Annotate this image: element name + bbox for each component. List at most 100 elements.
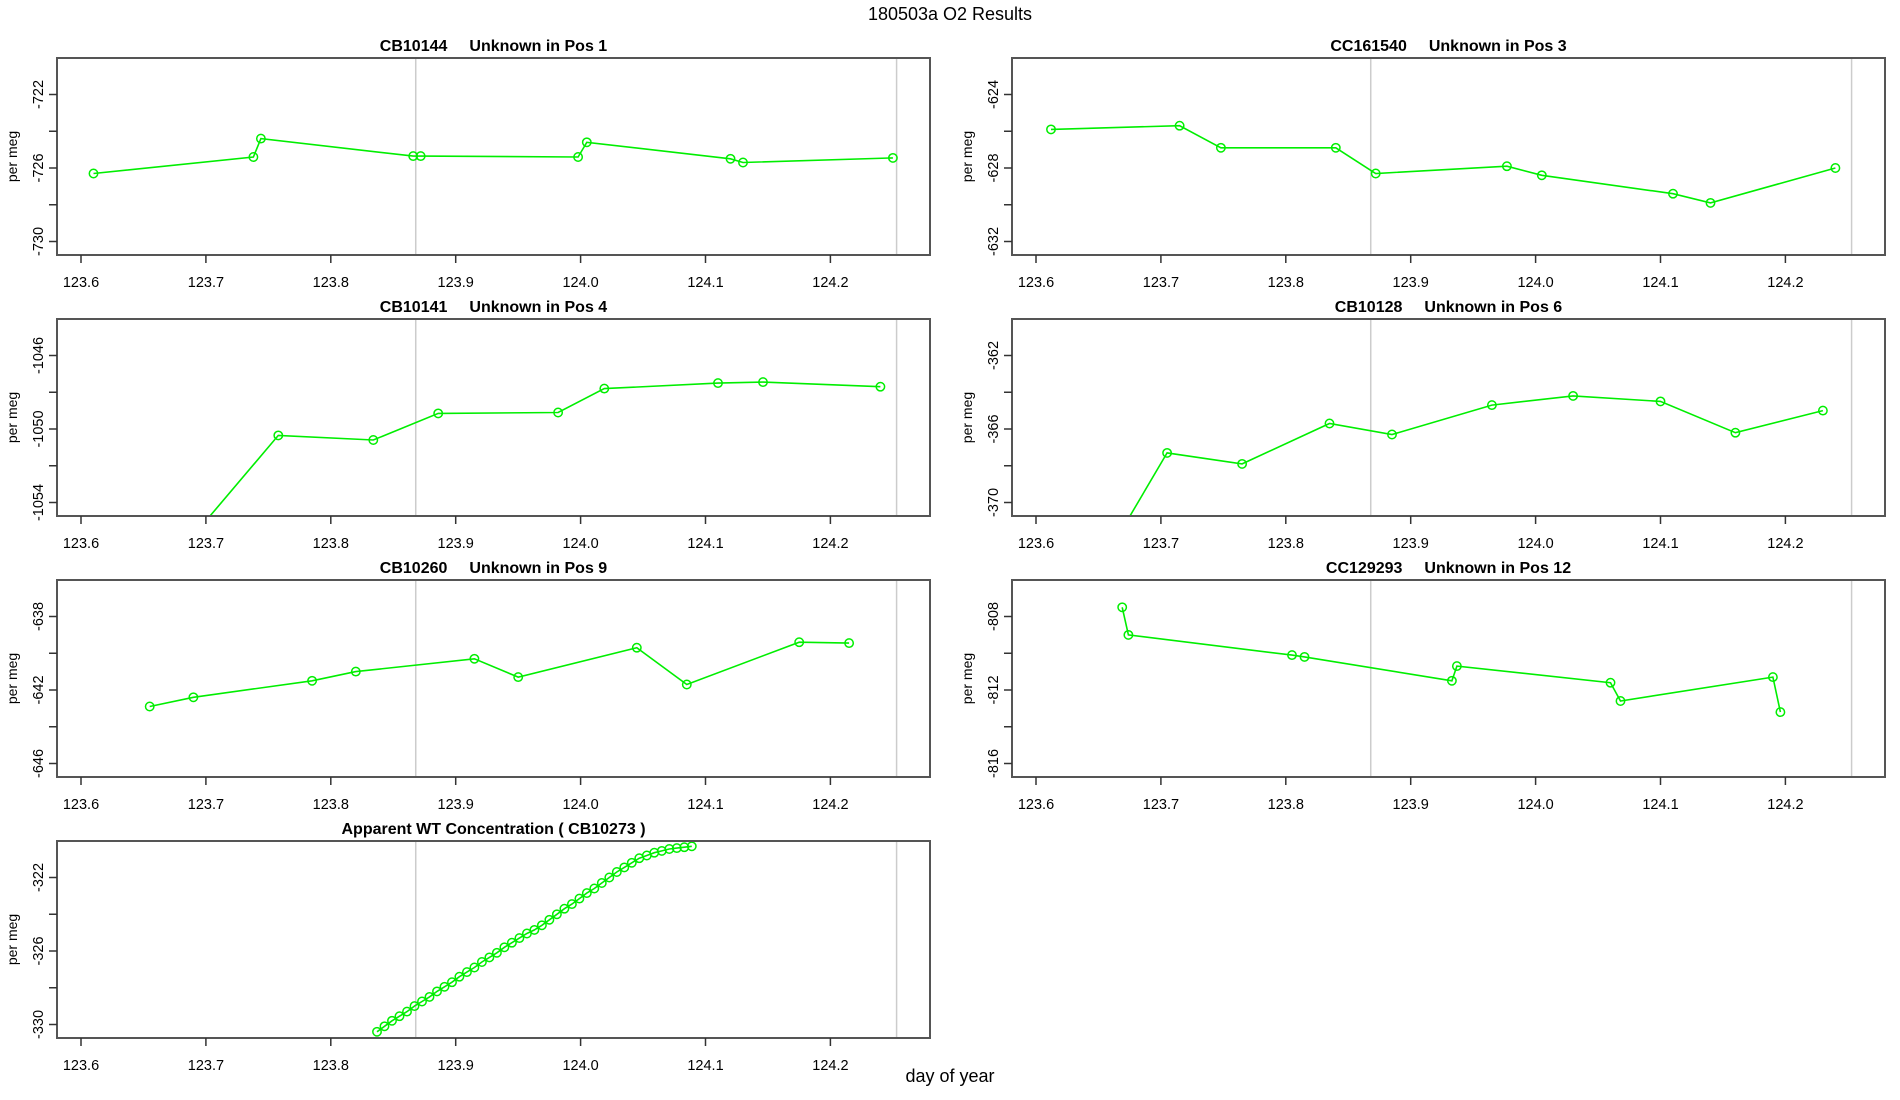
y-tick-label: -638 bbox=[31, 602, 47, 631]
x-tick-label: 123.9 bbox=[438, 1058, 474, 1074]
data-point bbox=[529, 924, 540, 935]
x-tick-label: 124.2 bbox=[1767, 536, 1803, 552]
data-point bbox=[1605, 677, 1616, 688]
data-point bbox=[248, 152, 259, 162]
data-point bbox=[566, 899, 577, 910]
y-axis-label: per meg bbox=[959, 392, 975, 443]
data-point bbox=[536, 920, 547, 931]
data-point bbox=[1655, 396, 1666, 407]
y-tick-label: -366 bbox=[986, 414, 1002, 443]
data-point bbox=[439, 981, 450, 992]
x-tick-label: 123.6 bbox=[1018, 797, 1054, 813]
data-point bbox=[553, 407, 564, 418]
data-point bbox=[1730, 427, 1741, 438]
data-point bbox=[1615, 696, 1626, 706]
x-tick-label: 123.7 bbox=[188, 1058, 224, 1074]
data-point bbox=[469, 653, 480, 664]
data-series bbox=[372, 841, 697, 1037]
data-point bbox=[1237, 458, 1248, 469]
y-axis-label: per meg bbox=[4, 914, 20, 965]
plot-frame bbox=[56, 579, 931, 778]
data-point bbox=[417, 996, 427, 1007]
data-point bbox=[454, 971, 465, 982]
data-point bbox=[887, 152, 898, 163]
x-tick-label: 123.7 bbox=[188, 275, 224, 291]
x-tick-label: 123.7 bbox=[1143, 797, 1179, 813]
data-series-line bbox=[93, 137, 893, 175]
y-axis-label: per meg bbox=[959, 653, 975, 704]
x-tick-label: 124.0 bbox=[562, 797, 598, 813]
data-point bbox=[599, 383, 610, 394]
data-point bbox=[1767, 672, 1778, 683]
y-tick-label: -726 bbox=[31, 153, 47, 182]
data-point bbox=[484, 952, 495, 963]
data-point bbox=[88, 168, 99, 179]
plot-frame bbox=[1011, 318, 1886, 517]
y-tick-label: -632 bbox=[986, 227, 1002, 256]
x-tick-label: 124.1 bbox=[1642, 797, 1678, 813]
data-series-line bbox=[1121, 607, 1782, 713]
plot-pos4: 123.6 123.7 123.8 123.9 124.0 124.1 124.2 -1046… bbox=[4, 299, 931, 552]
x-tick-label: 124.0 bbox=[562, 536, 598, 552]
x-tick-label: 123.9 bbox=[1393, 797, 1429, 813]
data-point bbox=[581, 888, 592, 899]
data-point bbox=[476, 957, 487, 967]
data-point bbox=[1446, 675, 1457, 686]
data-point bbox=[1775, 707, 1786, 718]
data-point bbox=[573, 152, 584, 162]
y-tick-label: -642 bbox=[31, 675, 47, 704]
plot-pos6: 123.6 123.7 123.8 123.9 124.0 124.1 124.2 -362 -… bbox=[959, 299, 1886, 552]
plot-pos12: 123.6 123.7 123.8 123.9 124.0 124.1 124.2 -808 -… bbox=[959, 560, 1886, 813]
plot-frame bbox=[56, 318, 931, 517]
plot-pos1: 123.6 123.7 123.8 123.9 124.0 124.1 124.2 -722 -… bbox=[4, 38, 931, 291]
data-point bbox=[432, 986, 442, 997]
data-point bbox=[574, 893, 585, 904]
y-axis-label: per meg bbox=[4, 653, 20, 704]
data-point bbox=[1046, 124, 1056, 135]
data-point bbox=[402, 1006, 412, 1017]
x-tick-label: 123.8 bbox=[313, 536, 349, 552]
data-point bbox=[188, 692, 199, 703]
y-axis-label: per meg bbox=[959, 131, 975, 182]
data-point bbox=[1451, 661, 1462, 672]
plot-title: Apparent WT Concentration ( CB10273 ) bbox=[341, 821, 645, 838]
data-point bbox=[1324, 418, 1335, 429]
data-point bbox=[461, 967, 472, 978]
data-point bbox=[408, 151, 419, 162]
x-tick-label: 123.9 bbox=[1393, 536, 1429, 552]
data-point bbox=[433, 408, 444, 419]
plot-title: CC129293 Unknown in Pos 12 bbox=[1326, 560, 1571, 577]
x-tick-label: 123.6 bbox=[1018, 536, 1054, 552]
plot-frame bbox=[56, 840, 931, 1039]
data-point bbox=[679, 842, 690, 853]
data-point bbox=[1817, 405, 1828, 416]
data-point bbox=[596, 878, 607, 888]
y-tick-label: -370 bbox=[986, 488, 1002, 517]
plot-title: CB10144 Unknown in Pos 1 bbox=[380, 38, 608, 55]
data-point bbox=[681, 679, 692, 690]
data-point bbox=[491, 947, 502, 958]
x-tick-label: 124.0 bbox=[1517, 536, 1553, 552]
data-series bbox=[88, 133, 898, 179]
plot-frame bbox=[56, 57, 931, 256]
data-series bbox=[1117, 602, 1786, 718]
x-tick-label: 124.1 bbox=[1642, 536, 1678, 552]
x-tick-label: 124.2 bbox=[812, 1058, 848, 1074]
x-tick-label: 123.6 bbox=[1018, 275, 1054, 291]
data-point bbox=[1162, 447, 1173, 458]
x-tick-label: 123.8 bbox=[313, 1058, 349, 1074]
x-tick-label: 124.0 bbox=[1517, 275, 1553, 291]
data-point bbox=[1299, 651, 1310, 662]
data-point bbox=[1287, 650, 1297, 661]
data-series bbox=[208, 377, 886, 516]
y-tick-label: -816 bbox=[986, 749, 1002, 778]
x-tick-label: 123.6 bbox=[63, 536, 99, 552]
x-tick-label: 123.9 bbox=[438, 275, 474, 291]
data-point bbox=[1123, 629, 1134, 640]
data-point bbox=[1486, 400, 1497, 411]
y-tick-label: -628 bbox=[986, 153, 1002, 182]
x-tick-label: 124.1 bbox=[687, 1058, 723, 1074]
y-tick-label: -326 bbox=[31, 936, 47, 965]
